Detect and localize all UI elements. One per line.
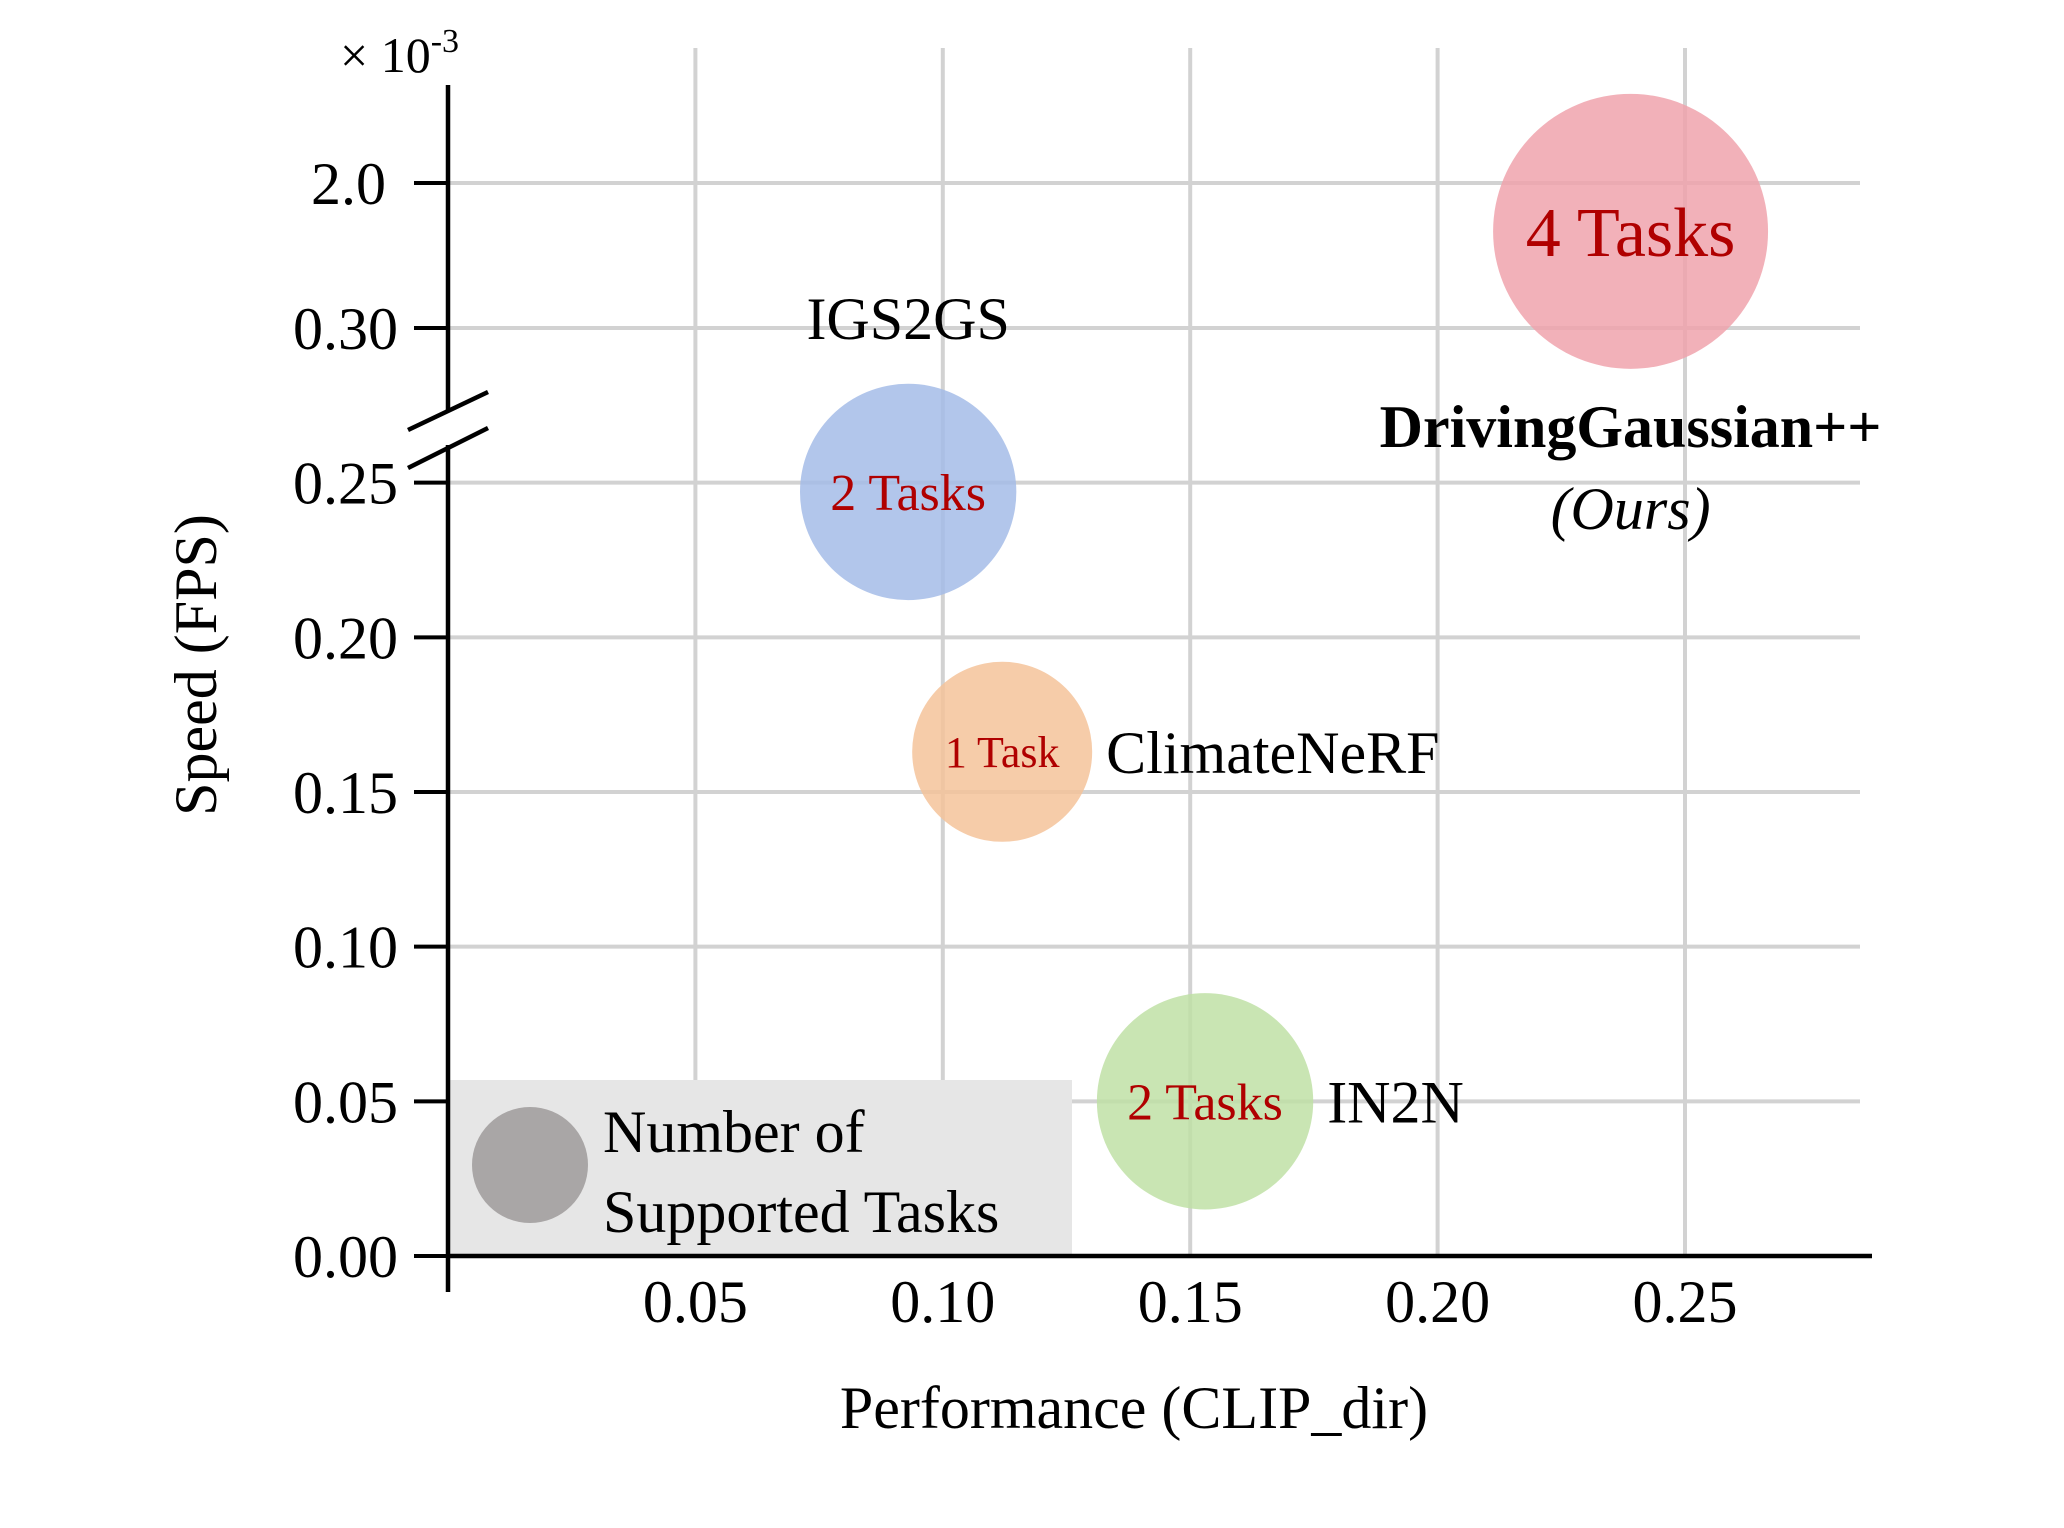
x-tick-label: 0.15 [1138, 1269, 1243, 1335]
axes [406, 85, 1872, 1292]
y-tick-label-upper: 2.0 [311, 151, 386, 217]
y-tick-label: 0.10 [293, 915, 398, 981]
legend-label-line1: Number of [603, 1099, 865, 1165]
bubble-drivinggaussian- [1493, 93, 1769, 369]
legend-label-line2: Supported Tasks [603, 1179, 999, 1245]
axis-break-mark [407, 389, 489, 433]
bubbles [799, 93, 1769, 1210]
y-tick-label: 0.30 [293, 296, 398, 362]
point-name-label: DrivingGaussian++ [1380, 394, 1882, 460]
axis-break-mark [406, 425, 490, 471]
y-multiplier-base: × 10 [340, 27, 431, 83]
x-tick-label: 0.25 [1633, 1269, 1738, 1335]
point-name-label: IN2N [1327, 1069, 1464, 1135]
y-tick-label: 0.00 [293, 1224, 398, 1290]
y-tick-label: 0.15 [293, 760, 398, 826]
legend-marker [472, 1107, 588, 1223]
bubble-in2n [1096, 993, 1314, 1210]
point-name-label: ClimateNeRF [1106, 720, 1439, 786]
y-multiplier-exponent: -3 [431, 23, 459, 60]
point-name-label: IGS2GS [806, 286, 1009, 352]
bubble-climatenerf [912, 661, 1093, 842]
x-tick-label: 0.05 [643, 1269, 748, 1335]
x-tick-label: 0.20 [1385, 1269, 1490, 1335]
point-subname-label: (Ours) [1551, 476, 1711, 542]
x-tick-label: 0.10 [890, 1269, 995, 1335]
point-labels: 0.05 0.10 0.15 0.20 0.25 0.00 0.05 0.10 0.15 0.20… [163, 23, 1881, 1441]
y-axis-title: Speed (FPS) [163, 514, 229, 816]
bubble-task-label: 2 Tasks [1127, 1075, 1283, 1132]
bubble-task-label: 1 Task [945, 728, 1060, 777]
legend: Number of Supported Tasks [450, 1080, 1072, 1254]
x-axis-title: Performance (CLIP_dir) [840, 1375, 1428, 1441]
y-tick-label: 0.05 [293, 1069, 398, 1135]
bubble-task-label: 4 Tasks [1526, 195, 1736, 272]
bubble-task-label: 2 Tasks [830, 465, 986, 522]
y-multiplier-label: × 10-3 [340, 23, 459, 83]
y-tick-label: 0.25 [293, 451, 398, 517]
y-tick-label: 0.20 [293, 605, 398, 671]
bubble-igs2gs [799, 383, 1017, 601]
